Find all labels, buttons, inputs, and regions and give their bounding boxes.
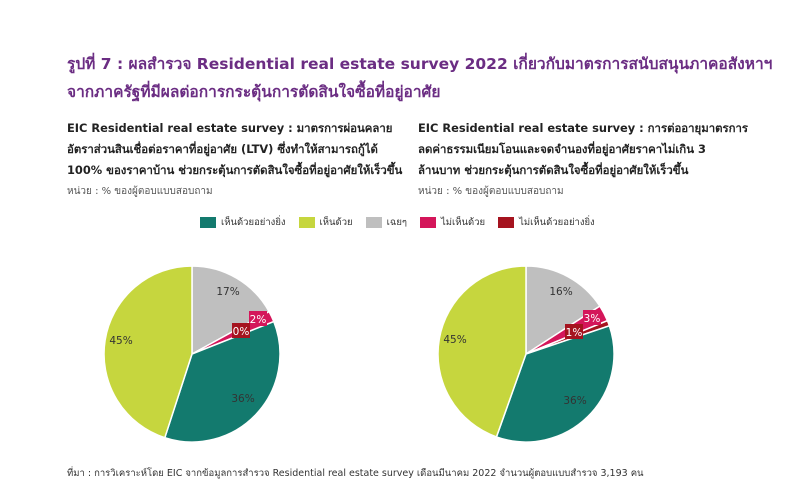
right-pie-slice-neutral	[525, 265, 601, 356]
source-note: ที่มา : การวิเคราะห์โดย EIC จากข้อมูลการ…	[67, 468, 644, 479]
figure-title-line-1: รูปที่ 7 : ผลสำรวจ Residential real esta…	[67, 55, 773, 73]
right-pie-data-label-strongly-disagree: 1%	[566, 327, 583, 339]
left-pie-slice-neutral	[191, 265, 271, 356]
legend-label: เห็นด้วยอย่างยิ่ง	[221, 216, 286, 228]
left-pie-data-label-neutral: 17%	[216, 286, 239, 298]
left-pie-slice-agree	[103, 265, 193, 439]
chart-legend: เห็นด้วยอย่างยิ่ง เห็นด้วย เฉยๆ ไม่เห็นด…	[200, 214, 608, 230]
right-pie-data-label-disagree: 3%	[584, 313, 601, 325]
right-subtitle-line-2: ลดค่าธรรมเนียมโอนและจดจำนองที่อยู่อาศัยร…	[418, 142, 706, 156]
left-chart-subtitle: EIC Residential real estate survey : มาต…	[67, 118, 402, 181]
left-pie-data-label-strongly-disagree: 0%	[233, 326, 250, 338]
left-pie-data-label-agree: 45%	[109, 335, 132, 347]
legend-swatch	[298, 216, 315, 228]
right-pie-label-box-disagree	[583, 310, 601, 325]
right-pie-data-label-neutral: 16%	[549, 286, 572, 298]
legend-label: เฉยๆ	[386, 216, 407, 228]
legend-swatch	[365, 216, 382, 228]
legend-label: ไม่เห็นด้วย	[441, 216, 486, 228]
right-subtitle-line-3: ล้านบาท ช่วยกระตุ้นการตัดสินใจซื้อที่อยู…	[418, 163, 689, 177]
left-pie-data-label-disagree: 2%	[250, 314, 267, 326]
legend-swatch	[420, 216, 436, 228]
legend-label: ไม่เห็นด้วยอย่างยิ่ง	[519, 216, 595, 228]
legend-item-strongly-disagree: ไม่เห็นด้วยอย่างยิ่ง	[498, 215, 595, 230]
right-pie-chart: 16% 3%1% 36% 45%	[437, 265, 615, 443]
left-pie-label-box-strongly-disagree	[232, 323, 250, 338]
right-chart-unit: หน่วย : % ของผู้ตอบแบบสอบถาม	[418, 186, 564, 197]
right-pie-data-label-strongly-agree: 36%	[563, 395, 586, 407]
figure-title-line-2: จากภาครัฐที่มีผลต่อการกระตุ้นการตัดสินใจ…	[67, 83, 441, 101]
left-pie-data-label-strongly-agree: 36%	[231, 393, 254, 405]
legend-item-agree: เห็นด้วย	[298, 215, 353, 230]
legend-swatch	[200, 216, 216, 228]
legend-item-neutral: เฉยๆ	[365, 215, 407, 230]
right-subtitle-line-1: EIC Residential real estate survey : การ…	[418, 121, 749, 135]
legend-swatch	[498, 216, 515, 228]
right-chart-subtitle: EIC Residential real estate survey : การ…	[418, 118, 748, 181]
left-chart-unit: หน่วย : % ของผู้ตอบแบบสอบถาม	[67, 186, 213, 197]
left-subtitle-line-2: อัตราส่วนสินเชื่อต่อราคาที่อยู่อาศัย (LT…	[67, 142, 378, 156]
left-subtitle-line-1: EIC Residential real estate survey : มาต…	[67, 121, 393, 135]
legend-item-strongly-agree: เห็นด้วยอย่างยิ่ง	[200, 215, 286, 230]
left-pie-chart: 17% 2%0% 36% 45%	[103, 265, 281, 443]
left-pie-label-box-disagree	[249, 311, 267, 326]
right-pie-data-label-agree: 45%	[443, 334, 466, 346]
left-pie-slice-strongly-agree	[163, 320, 281, 443]
figure-title: รูปที่ 7 : ผลสำรวจ Residential real esta…	[67, 50, 782, 106]
right-pie-slice-agree	[437, 265, 527, 438]
legend-label: เห็นด้วย	[319, 216, 353, 228]
right-pie-label-box-strongly-disagree	[565, 324, 583, 339]
left-subtitle-line-3: 100% ของราคาบ้าน ช่วยกระตุ้นการตัดสินใจซ…	[67, 163, 403, 177]
legend-item-disagree: ไม่เห็นด้วย	[420, 215, 485, 230]
